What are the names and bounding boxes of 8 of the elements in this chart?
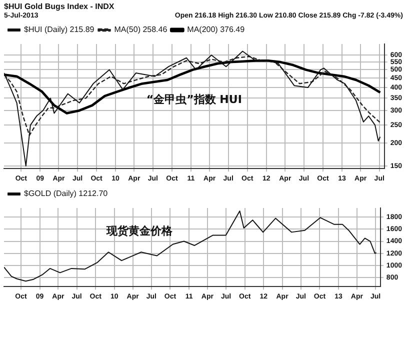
- legend-label: MA(200) 376.49: [187, 25, 246, 34]
- legend-label: $GOLD (Daily) 1212.70: [24, 189, 108, 198]
- annotation: “金甲虫”指数 HUI: [146, 92, 242, 106]
- line-series: [4, 56, 381, 136]
- chart-title: $HUI Gold Bugs Index - INDX: [4, 2, 115, 12]
- annotation: 现货黄金价格: [106, 224, 174, 238]
- legend-label: $HUI (Daily) 215.89: [24, 25, 95, 34]
- legend-label: MA(50) 258.46: [114, 25, 168, 34]
